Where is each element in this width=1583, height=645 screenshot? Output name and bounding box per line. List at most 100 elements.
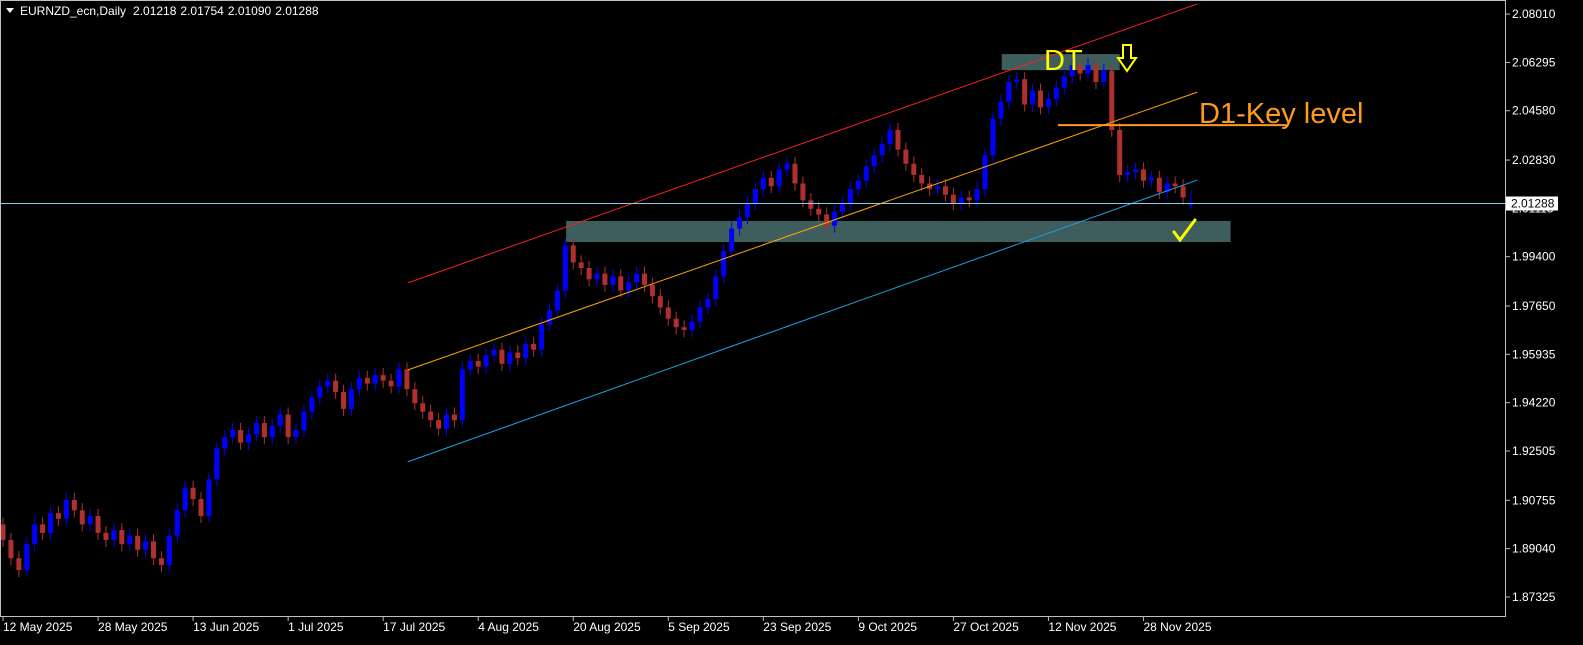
trend-line: [407, 3, 1198, 284]
candle-body: [752, 189, 758, 204]
y-tick-label: 1.90755: [1512, 493, 1556, 507]
candle-body: [578, 262, 584, 268]
candle-body: [79, 510, 85, 525]
candle-body: [428, 411, 434, 421]
candle-body: [1117, 129, 1123, 175]
candle-body: [1006, 82, 1012, 102]
candle-body: [1148, 177, 1154, 181]
candle-body: [182, 487, 188, 511]
x-tick-label: 23 Sep 2025: [763, 620, 831, 634]
candle-body: [214, 448, 220, 480]
candle-body: [847, 189, 853, 204]
x-tick-label: 9 Oct 2025: [858, 620, 917, 634]
candle-body: [744, 203, 750, 218]
candle-body: [135, 535, 141, 550]
candle-body: [491, 349, 497, 356]
x-tick-label: 12 Nov 2025: [1048, 620, 1116, 634]
candle-body: [887, 129, 893, 144]
y-tick-label: 1.87325: [1512, 590, 1556, 604]
x-tick-label: 17 Jul 2025: [383, 620, 445, 634]
candle-body: [998, 101, 1004, 119]
dropdown-icon: [6, 8, 14, 13]
candle-body: [1164, 183, 1170, 192]
axes: 2.080102.062952.045802.028302.011151.994…: [2, 7, 1556, 634]
candle-body: [942, 186, 948, 195]
candle-body: [451, 414, 457, 421]
candles: [0, 58, 1194, 578]
candle-body: [71, 499, 77, 511]
candle-body: [546, 310, 552, 325]
candle-body: [483, 355, 489, 367]
candle-body: [776, 169, 782, 187]
candle-body: [634, 273, 640, 283]
candle-body: [1188, 203, 1194, 206]
candle-body: [665, 307, 671, 319]
candle-body: [657, 296, 663, 308]
candle-body: [642, 273, 648, 285]
low-label: 2.01090: [228, 4, 272, 18]
candle-body: [990, 118, 996, 156]
trend-line: [407, 91, 1198, 371]
x-tick-label: 12 May 2025: [3, 620, 73, 634]
x-tick-label: 1 Jul 2025: [288, 620, 344, 634]
candle-body: [293, 430, 299, 438]
candle-body: [404, 369, 410, 390]
open-label: 2.01218: [133, 4, 177, 18]
candle-body: [966, 197, 972, 201]
x-tick-label: 5 Sep 2025: [668, 620, 730, 634]
candle-body: [190, 487, 196, 500]
candle-body: [626, 282, 632, 291]
candle-body: [903, 149, 909, 164]
candle-body: [396, 369, 402, 387]
zone: [566, 220, 1231, 243]
candle-body: [467, 360, 473, 370]
candle-body: [531, 344, 537, 350]
candle-body: [1022, 79, 1028, 105]
x-tick-label: 4 Aug 2025: [478, 620, 539, 634]
candle-body: [166, 535, 172, 565]
candle-body: [63, 499, 69, 519]
candle-body: [309, 397, 315, 412]
candle-body: [444, 414, 450, 429]
price-tag-label: 2.01288: [1511, 197, 1555, 211]
candle-body: [618, 276, 624, 291]
candle-body: [475, 360, 481, 367]
candle-body: [610, 276, 616, 285]
trend-line: [407, 179, 1198, 463]
price-tag: 2.01288: [1506, 196, 1558, 211]
candle-body: [1125, 172, 1131, 175]
candle-body: [594, 273, 600, 280]
candle-body: [356, 377, 362, 390]
symbol: EURNZD_ecn,Daily: [20, 4, 126, 18]
candle-body: [689, 321, 695, 330]
candle-body: [760, 177, 766, 190]
candle-body: [570, 245, 576, 263]
candle-body: [1030, 90, 1036, 105]
candle-body: [111, 530, 117, 540]
candle-body: [348, 389, 354, 409]
candle-body: [1045, 98, 1051, 108]
candle-body: [681, 327, 687, 330]
candle-body: [325, 380, 331, 387]
candle-body: [174, 510, 180, 536]
candle-body: [863, 166, 869, 181]
candle-body: [8, 539, 14, 559]
candle-body: [143, 541, 149, 550]
candle-body: [285, 414, 291, 438]
candle-body: [206, 479, 212, 516]
candle-body: [1061, 76, 1067, 88]
down-arrow: [1116, 44, 1138, 73]
x-tick-label: 28 Nov 2025: [1143, 620, 1211, 634]
candle-body: [238, 430, 244, 443]
candle-body: [1077, 65, 1083, 74]
candle-body: [800, 183, 806, 201]
y-tick-label: 1.94220: [1512, 396, 1556, 410]
candle-body: [871, 155, 877, 167]
candle-body: [436, 420, 442, 429]
checkmark: [1172, 218, 1197, 243]
candle-body: [950, 194, 956, 204]
candle-body: [127, 535, 133, 545]
candle-body: [721, 251, 727, 277]
header: EURNZD_ecn,Daily 2.01218 2.01754 2.01090 2.0…: [20, 4, 319, 18]
